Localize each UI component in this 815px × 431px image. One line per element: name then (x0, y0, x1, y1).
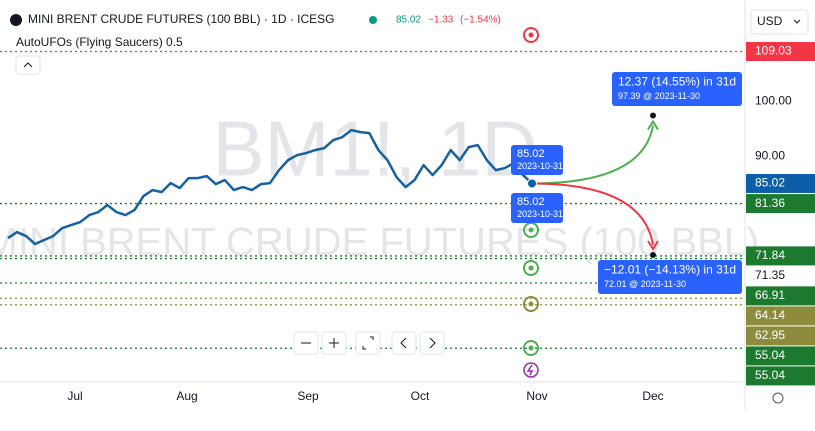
icon (528, 301, 534, 307)
y-tick-label: 100.00 (755, 93, 792, 107)
price-axis: 100.00 90.00 109.03 85.02 81.36 71.84 71.35 66.… (746, 42, 815, 386)
icon (523, 340, 539, 356)
price-label: 55.04 (755, 348, 785, 362)
x-tick-label: Jul (67, 389, 82, 403)
reset[interactable] (355, 331, 381, 355)
up-arrow (531, 125, 654, 185)
x-tick-label: Aug (176, 389, 197, 403)
price-label-bg (746, 306, 815, 326)
current-text: 85.02 (517, 196, 545, 208)
down-arrow (531, 182, 654, 246)
icon (429, 337, 436, 349)
price-label-bg (746, 246, 815, 266)
symbol-icon (10, 14, 22, 26)
icon (400, 337, 407, 349)
indicator-title: AutoUFOs (Flying Saucers) 0.5 (16, 35, 183, 49)
up-box (612, 72, 742, 106)
currency-button[interactable] (750, 9, 809, 35)
x-tick-label: Oct (411, 389, 430, 403)
current-text: 2023-10-31 (517, 161, 563, 171)
current-text: 2023-10-31 (517, 209, 563, 219)
icon (523, 260, 539, 276)
projections: 12.37 (14.55%) in 31d 97.39 @ 2023-11-30 −… (511, 72, 742, 294)
current-box (511, 193, 563, 223)
price-label: 64.14 (755, 308, 785, 322)
down-arrowhead (647, 240, 659, 251)
y-tick-label: 90.00 (755, 148, 785, 162)
currency-label: USD (757, 14, 783, 28)
icon (362, 336, 374, 350)
price-label: 81.36 (755, 196, 785, 210)
icon (523, 27, 539, 43)
chevron (793, 19, 801, 24)
scroll-right[interactable] (419, 331, 445, 355)
price-label: 85.02 (755, 176, 785, 190)
price-label: 55.04 (755, 368, 785, 382)
price-label-bg (746, 194, 815, 214)
icon (528, 227, 534, 233)
down-text: −12.01 (−14.13%) in 31d (604, 262, 736, 276)
price-label-bg (746, 173, 815, 193)
watermark-ticker: BM1!, 1D (212, 105, 537, 193)
x-tick-label: Sep (297, 389, 319, 403)
up-target (650, 112, 656, 119)
header-price: 85.02 (396, 15, 421, 26)
current-text: 85.02 (517, 148, 545, 160)
x-tick-label: Dec (642, 389, 663, 403)
current-box (511, 145, 563, 175)
icon (526, 364, 534, 376)
price-line-layer (7, 128, 533, 246)
down-box (598, 260, 742, 294)
price-line (7, 128, 533, 246)
scroll-left[interactable] (391, 331, 417, 355)
x-tick-label: Nov (526, 389, 547, 403)
icon (523, 362, 539, 378)
down-target (650, 251, 656, 258)
icon (528, 32, 534, 38)
icon (329, 338, 339, 348)
icon (528, 345, 534, 351)
up-arrowhead (647, 119, 659, 131)
settings-button[interactable] (772, 392, 784, 404)
symbol-title: MINI BRENT CRUDE FUTURES (100 BBL) · 1D … (28, 12, 335, 26)
price-label-bg (746, 346, 815, 366)
price-label-bg (746, 42, 815, 62)
price-label: 62.95 (755, 328, 785, 342)
price-label: 66.91 (755, 288, 785, 302)
price-label-bg (746, 286, 815, 306)
header-change: −1.33 (428, 15, 454, 26)
icon (528, 265, 534, 271)
collapse-button[interactable] (15, 55, 41, 75)
price-label-bg (746, 326, 815, 346)
chevron (23, 62, 33, 68)
price-label-bg (746, 266, 815, 286)
up-text: 12.37 (14.55%) in 31d (618, 74, 736, 88)
header-change-pct: (−1.54%) (460, 15, 501, 26)
price-label-bg (746, 366, 815, 386)
icon (523, 296, 539, 312)
price-label: 109.03 (755, 44, 792, 58)
price-label: 71.84 (755, 248, 785, 262)
down-text: 72.01 @ 2023-11-30 (604, 279, 686, 289)
up-text: 97.39 @ 2023-11-30 (618, 91, 700, 101)
watermark-name: MINI BRENT CRUDE FUTURES (100 BBL) (0, 221, 759, 265)
watermark: BM1!, 1D MINI BRENT CRUDE FUTURES (100 B… (0, 105, 759, 265)
market-status (369, 16, 377, 24)
current-point (527, 178, 537, 189)
zoom-toolbar (293, 331, 445, 355)
price-label: 71.35 (755, 268, 785, 282)
